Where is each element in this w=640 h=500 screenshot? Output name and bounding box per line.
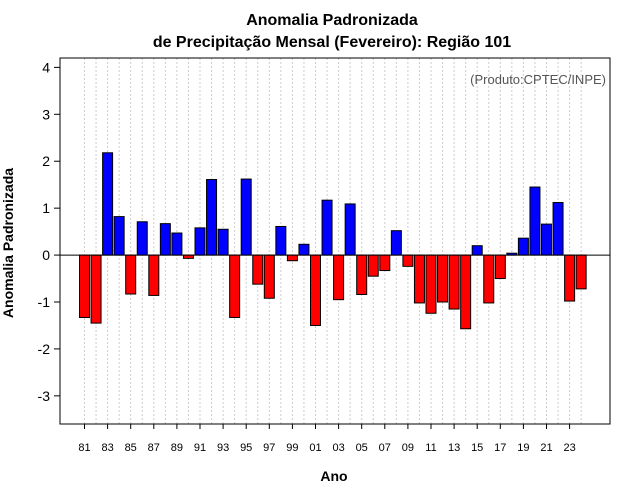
bar-11 — [425, 254, 437, 314]
x-tick-label: 21 — [540, 442, 552, 454]
bar-13 — [448, 254, 460, 310]
x-tick-label: 09 — [402, 442, 414, 454]
y-tick-label: -1 — [38, 294, 51, 310]
x-tick-label: 85 — [125, 442, 137, 454]
bar-01 — [310, 254, 321, 326]
bar-09 — [402, 254, 414, 267]
x-tick-label: 97 — [263, 442, 275, 454]
bar-84 — [113, 216, 125, 256]
bar-15 — [471, 245, 483, 256]
x-tick-label: 17 — [494, 442, 506, 454]
bars — [79, 152, 587, 330]
bar-02 — [321, 199, 333, 256]
bar-88 — [159, 223, 171, 256]
bar-83 — [102, 152, 114, 256]
x-tick-label: 81 — [78, 442, 90, 454]
y-tick-label: -3 — [38, 388, 51, 404]
x-tick-label: 99 — [286, 442, 298, 454]
y-tick-label: 0 — [42, 247, 50, 263]
x-tick-label: 01 — [309, 442, 321, 454]
x-tick-label: 89 — [171, 442, 183, 454]
bar-16 — [483, 254, 495, 304]
x-tick-label: 95 — [240, 442, 252, 454]
y-tick-label: 2 — [42, 153, 50, 169]
bar-12 — [437, 254, 449, 303]
x-tick-label: 87 — [148, 442, 160, 454]
y-tick-label: 3 — [42, 106, 50, 122]
x-tick-label: 91 — [194, 442, 206, 454]
bar-95 — [240, 178, 252, 256]
x-tick-label: 83 — [101, 442, 113, 454]
x-tick-label: 13 — [448, 442, 460, 454]
gridlines — [84, 58, 582, 424]
bar-19 — [517, 237, 529, 256]
x-tick-label: 19 — [517, 442, 529, 454]
bar-89 — [171, 232, 183, 256]
x-tick-label: 11 — [425, 442, 436, 454]
bar-23 — [564, 254, 576, 302]
bar-06 — [367, 254, 379, 277]
bar-87 — [148, 254, 160, 296]
bar-20 — [529, 186, 541, 256]
bar-99 — [286, 254, 298, 262]
bar-08 — [390, 230, 402, 256]
y-tick-label: 4 — [42, 59, 50, 75]
bar-22 — [552, 202, 564, 256]
x-tick-label: 93 — [217, 442, 229, 454]
bar-10 — [413, 254, 425, 304]
y-axis: -3 -2 -1 0 1 2 3 4 — [38, 59, 60, 404]
bar-17 — [494, 254, 506, 280]
x-tick-label: 05 — [356, 442, 368, 454]
bar-82 — [90, 254, 102, 324]
bar-05 — [356, 254, 368, 295]
bar-24 — [575, 254, 587, 290]
y-axis-label: Anomalia Padronizada — [0, 168, 16, 318]
bar-21 — [541, 223, 552, 256]
bar-85 — [125, 254, 137, 295]
x-tick-label: 07 — [379, 442, 391, 454]
bar-96 — [252, 254, 264, 285]
y-tick-label: 1 — [42, 200, 50, 216]
x-axis-label: Ano — [320, 468, 347, 484]
x-axis: 81 83 85 87 89 91 93 95 97 99 01 03 05 07 09 11 13 15 17 19… — [78, 424, 576, 454]
bar-94 — [229, 254, 241, 318]
x-tick-label: 23 — [563, 442, 575, 454]
bar-07 — [379, 254, 391, 272]
chart-title-line1: Anomalia Padronizada — [246, 12, 418, 29]
x-tick-label: 03 — [332, 442, 344, 454]
bar-04 — [344, 203, 356, 256]
bar-14 — [460, 254, 472, 330]
bar-00 — [298, 243, 310, 256]
chart-title-line2: de Precipitação Mensal (Fevereiro): Regi… — [153, 34, 511, 51]
bar-86 — [136, 221, 148, 256]
bar-92 — [206, 179, 218, 256]
credit-text: (Produto:CPTEC/INPE) — [470, 72, 606, 87]
bar-97 — [263, 254, 275, 299]
bar-91 — [194, 227, 206, 256]
y-tick-label: -2 — [38, 341, 51, 357]
bar-93 — [217, 228, 229, 256]
bar-98 — [275, 225, 287, 256]
bar-03 — [333, 254, 345, 301]
x-tick-label: 15 — [471, 442, 483, 454]
plot-frame — [59, 57, 611, 425]
bar-81 — [79, 254, 90, 318]
